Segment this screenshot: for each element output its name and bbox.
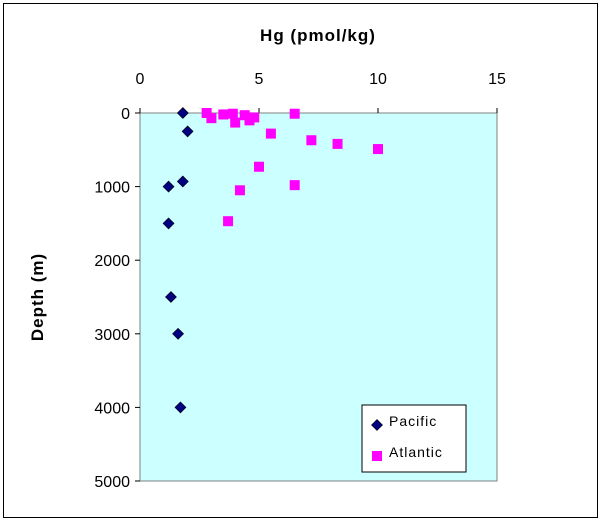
atlantic-point bbox=[332, 138, 343, 149]
legend: Pacific Atlantic bbox=[361, 404, 467, 473]
atlantic-point bbox=[234, 185, 245, 196]
atlantic-point bbox=[373, 144, 383, 155]
atlantic-point bbox=[254, 161, 264, 172]
legend-label-pacific: Pacific bbox=[389, 413, 437, 429]
pacific-point bbox=[162, 217, 175, 230]
atlantic-point bbox=[289, 108, 300, 119]
pacific-point bbox=[162, 180, 175, 193]
x-tick-label: 15 bbox=[488, 71, 506, 88]
chart-title: Hg (pmol/kg) bbox=[260, 26, 376, 45]
y-tick-label: 4000 bbox=[94, 400, 130, 417]
pacific-point bbox=[172, 327, 185, 340]
atlantic-point bbox=[206, 113, 217, 124]
pacific-point bbox=[165, 291, 177, 303]
atlantic-point bbox=[239, 110, 250, 121]
pacific-point bbox=[176, 107, 189, 119]
y-axis-label: Depth (m) bbox=[28, 253, 47, 341]
atlantic-point bbox=[230, 117, 241, 128]
x-tick-label: 0 bbox=[136, 71, 145, 88]
y-tick-label: 3000 bbox=[94, 327, 130, 344]
x-tick-label: 5 bbox=[255, 71, 264, 88]
legend-label-atlantic: Atlantic bbox=[389, 444, 443, 460]
y-tick-label: 0 bbox=[121, 106, 130, 123]
pacific-point bbox=[181, 125, 194, 138]
atlantic-point bbox=[223, 216, 234, 227]
atlantic-point bbox=[218, 109, 229, 120]
data-points bbox=[162, 107, 383, 414]
x-tick-label: 10 bbox=[369, 71, 387, 88]
y-tick-label: 5000 bbox=[94, 474, 130, 491]
atlantic-point bbox=[201, 108, 212, 118]
legend-marker-pacific bbox=[371, 419, 383, 431]
pacific-point bbox=[176, 175, 189, 188]
atlantic-point bbox=[265, 128, 276, 139]
atlantic-point bbox=[306, 135, 317, 146]
y-tick-label: 1000 bbox=[94, 180, 130, 197]
atlantic-point bbox=[289, 180, 300, 191]
atlantic-point bbox=[227, 108, 238, 119]
pacific-point bbox=[174, 401, 187, 414]
y-tick-label: 2000 bbox=[94, 253, 130, 270]
y-axis-ticks: 0 1000 2000 3000 4000 5000 bbox=[94, 106, 140, 491]
x-axis-ticks: 0 5 10 15 bbox=[136, 71, 506, 113]
legend-marker-atlantic bbox=[372, 451, 382, 461]
atlantic-point bbox=[249, 112, 260, 123]
